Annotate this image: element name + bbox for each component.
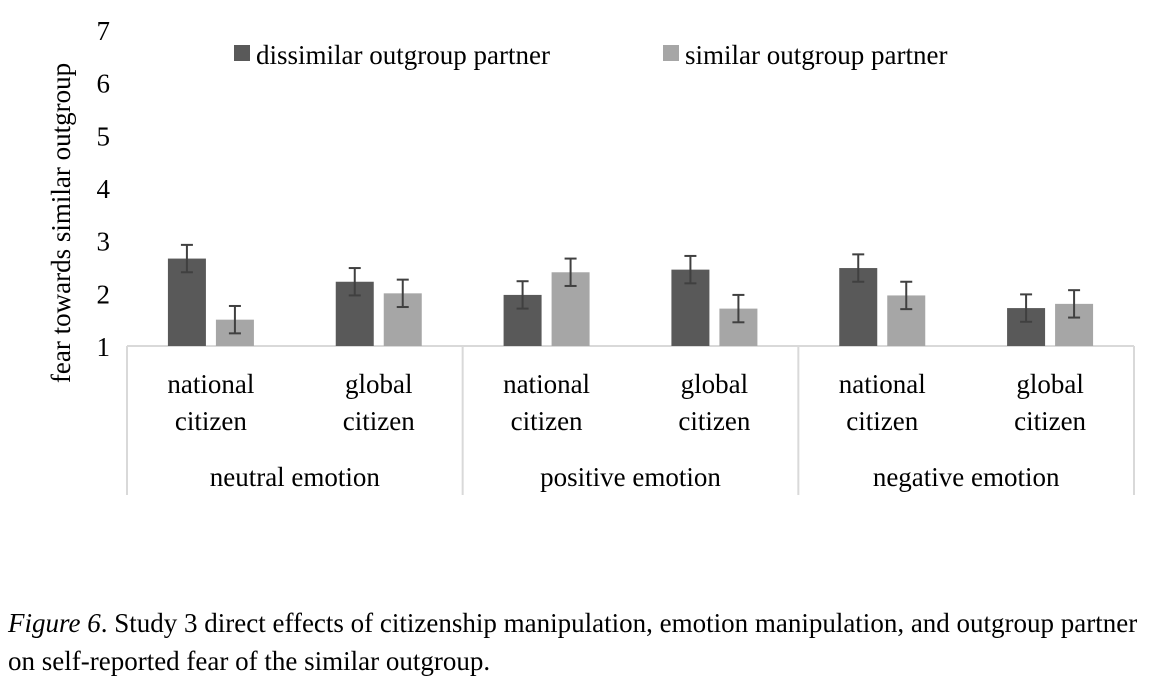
y-tick-label: 3 [97,227,111,257]
legend-swatch [663,45,679,61]
y-axis-title: fear towards similar outgroup [46,63,76,383]
y-tick-label: 6 [97,69,111,99]
legend-label: similar outgroup partner [685,40,947,70]
x-group-label: neutral emotion [210,462,381,492]
legend-swatch [234,45,250,61]
x-category-label: citizen [511,406,583,436]
bar-chart: 1 2 3 4 5 6 7 fear towards similar outgroup nati… [46,16,1135,495]
legend-label: dissimilar outgroup partner [256,40,550,70]
caption-text: . Study 3 direct effects of citizenship … [8,608,1138,676]
figure-label: Figure 6 [8,608,101,638]
x-category-label: citizen [846,406,918,436]
x-category-label: national [503,369,590,399]
x-category-label: global [345,369,413,399]
y-tick-label: 4 [97,174,111,204]
x-category-label: citizen [1014,406,1086,436]
x-category-label: global [1016,369,1084,399]
x-category-label: citizen [678,406,750,436]
figure-caption: Figure 6. Study 3 direct effects of citi… [8,604,1148,680]
x-category-label: national [839,369,926,399]
x-category-label: citizen [175,406,247,436]
y-tick-label: 1 [97,332,111,362]
y-tick-label: 7 [97,16,111,46]
x-group-label: positive emotion [540,462,721,492]
y-tick-label: 2 [97,279,111,309]
x-group-label: negative emotion [873,462,1060,492]
x-category-label: national [167,369,254,399]
x-category-label: citizen [343,406,415,436]
x-category-label: global [681,369,749,399]
y-tick-label: 5 [97,121,111,151]
